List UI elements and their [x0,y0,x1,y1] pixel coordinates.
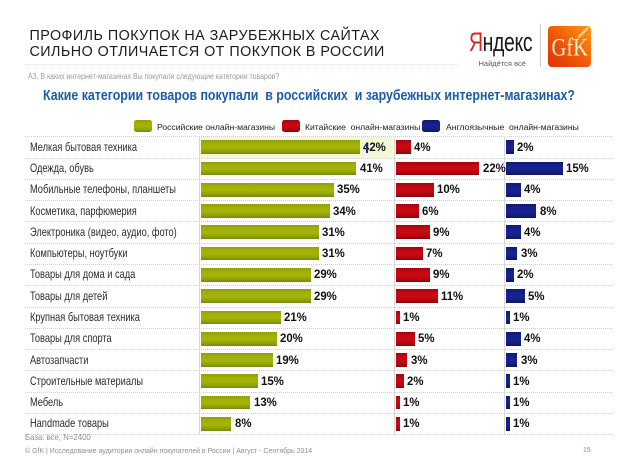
svg-text:GfK: GfK [552,35,589,62]
